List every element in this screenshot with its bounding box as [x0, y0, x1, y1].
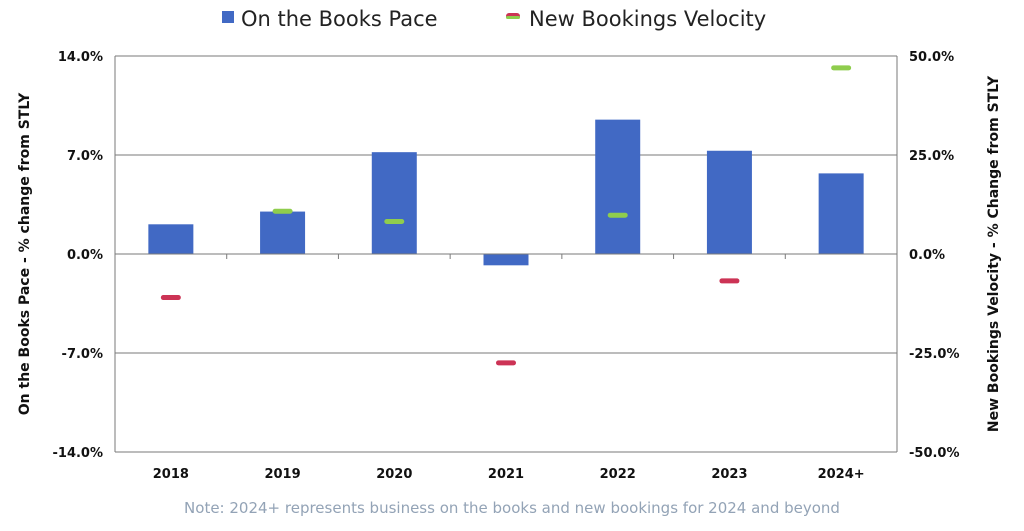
left-axis-title: On the Books Pace - % change from STLY — [17, 92, 33, 415]
velocity-marker-2024plus — [831, 65, 852, 71]
velocity-marker-2020 — [384, 219, 405, 225]
left-tick-label: 7.0% — [67, 149, 103, 164]
bar-2018 — [148, 224, 194, 254]
velocity-marker-2018 — [160, 295, 181, 301]
legend-swatch-on-the-books-pace — [222, 11, 234, 23]
bar-2023 — [706, 150, 752, 254]
right-tick-label: 50.0% — [909, 50, 954, 65]
right-axis-ticks: 50.0% 25.0% 0.0% -25.0% -50.0% — [909, 50, 960, 461]
right-tick-label: 25.0% — [909, 149, 954, 164]
x-tick-label: 2021 — [488, 467, 524, 482]
x-tick-label: 2022 — [600, 467, 636, 482]
velocity-marker-2019 — [272, 208, 293, 214]
gridlines — [115, 55, 897, 453]
right-tick-label: -25.0% — [909, 347, 960, 362]
legend-label-on-the-books-pace: On the Books Pace — [241, 7, 438, 31]
x-tick-label: 2023 — [711, 467, 747, 482]
right-tick-label: 0.0% — [909, 248, 945, 263]
velocity-marker-2022 — [607, 212, 628, 218]
bar-2022 — [595, 119, 641, 255]
left-tick-label: 14.0% — [58, 50, 103, 65]
left-tick-label: -14.0% — [53, 446, 104, 461]
right-tick-label: -50.0% — [909, 446, 960, 461]
legend-label-new-bookings-velocity: New Bookings Velocity — [529, 7, 766, 31]
legend-swatch-part — [506, 16, 520, 19]
x-tick-label: 2018 — [153, 467, 189, 482]
x-axis-ticks: 2018 2019 2020 2021 2022 2023 2024+ — [153, 467, 865, 482]
bar-2020 — [371, 152, 417, 254]
x-tick-label: 2019 — [264, 467, 300, 482]
velocity-marker-2021 — [496, 360, 516, 366]
bar-2024plus — [818, 173, 864, 254]
x-tick-label: 2020 — [376, 467, 412, 482]
left-tick-label: 0.0% — [67, 248, 103, 263]
markers-new-bookings-velocity — [160, 65, 852, 366]
bars-on-the-books-pace — [148, 119, 864, 266]
velocity-marker-2023 — [719, 278, 740, 284]
legend-swatch-new-bookings-velocity — [506, 13, 520, 19]
right-axis-title: New Bookings Velocity - % Change from ST… — [986, 75, 1002, 432]
axes — [114, 56, 898, 452]
left-axis-ticks: 14.0% 7.0% 0.0% -7.0% -14.0% — [53, 50, 104, 461]
bar-2019 — [260, 211, 306, 254]
x-tick-label: 2024+ — [818, 467, 865, 482]
chart-note: Note: 2024+ represents business on the b… — [184, 499, 840, 517]
left-tick-label: -7.0% — [62, 347, 103, 362]
bar-2021 — [483, 254, 529, 266]
legend: On the Books Pace New Bookings Velocity — [222, 7, 766, 31]
